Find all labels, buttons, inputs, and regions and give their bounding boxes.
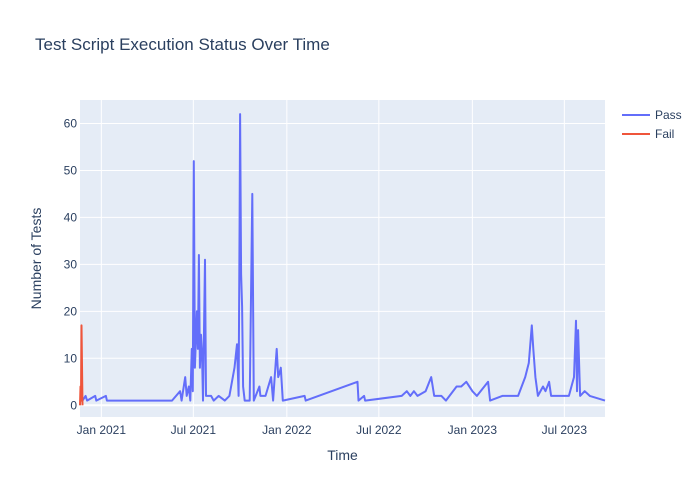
legend-label-fail: Fail (655, 127, 674, 141)
y-axis-ticks: 0 10 20 30 40 50 60 (64, 116, 78, 412)
y-tick-label: 30 (64, 257, 78, 271)
plot-area (80, 100, 605, 417)
y-tick-label: 20 (64, 304, 78, 318)
x-tick-label: Jul 2022 (356, 423, 402, 437)
x-tick-label: Jan 2022 (262, 423, 312, 437)
y-tick-label: 10 (64, 351, 78, 365)
x-tick-label: Jan 2021 (77, 423, 127, 437)
y-tick-label: 40 (64, 210, 78, 224)
x-tick-label: Jul 2023 (542, 423, 588, 437)
y-tick-label: 50 (64, 163, 78, 177)
series-lines (79, 113, 606, 406)
x-axis-ticks: Jan 2021 Jul 2021 Jan 2022 Jul 2022 Jan 2023… (77, 423, 588, 437)
chart-title: Test Script Execution Status Over Time (35, 35, 330, 54)
gridlines (80, 100, 605, 417)
y-tick-label: 0 (70, 398, 77, 412)
legend: Pass Fail (622, 108, 682, 141)
x-tick-label: Jan 2023 (448, 423, 498, 437)
series-line-fail (79, 324, 84, 406)
x-axis-title: Time (327, 447, 358, 463)
series-line-pass (80, 113, 606, 402)
legend-label-pass: Pass (655, 108, 682, 122)
x-tick-label: Jul 2021 (171, 423, 217, 437)
y-axis-title: Number of Tests (28, 208, 44, 310)
y-tick-label: 60 (64, 116, 78, 130)
